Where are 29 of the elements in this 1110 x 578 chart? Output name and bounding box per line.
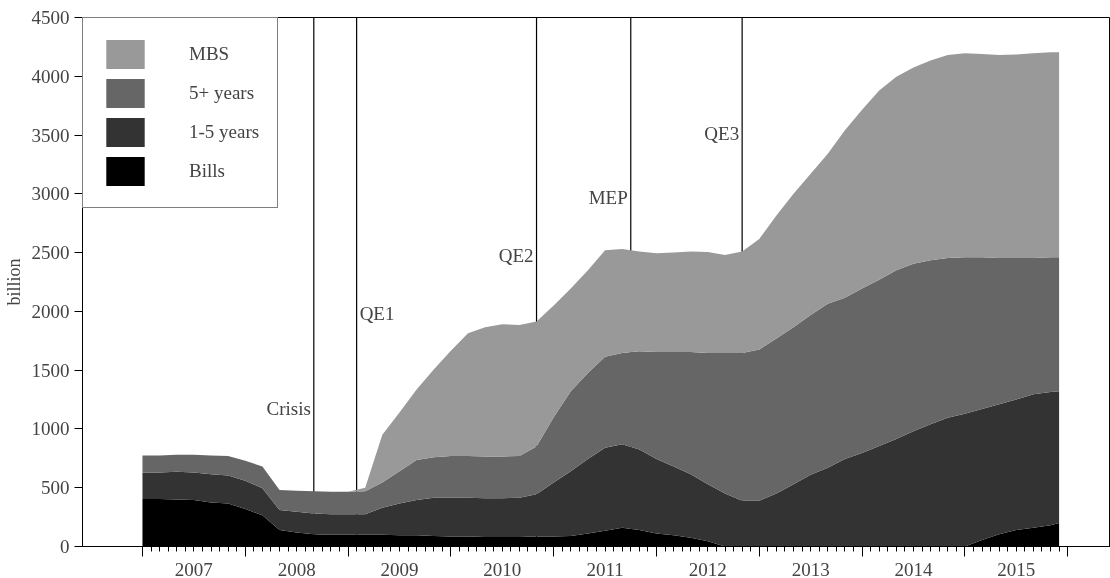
x-tick-label: 2009 (380, 558, 419, 578)
x-tick-label: 2011 (586, 558, 624, 578)
y-tick-label: 3000 (31, 183, 70, 205)
legend-label: MBS (189, 43, 230, 65)
y-tick-label: 2500 (31, 242, 70, 264)
x-tick-label: 2014 (894, 558, 933, 578)
y-tick-label: 1500 (31, 359, 70, 381)
legend-label: 5+ years (189, 82, 255, 104)
x-tick-label: 2008 (277, 558, 316, 578)
y-axis-title: billion (3, 258, 24, 306)
y-tick-label: 1000 (31, 418, 70, 440)
x-tick-label: 2010 (483, 558, 522, 578)
x-tick-label: 2013 (791, 558, 830, 578)
x-tick-label: 2007 (174, 558, 213, 578)
y-tick-label: 0 (60, 536, 70, 557)
legend-label: Bills (189, 160, 225, 182)
y-tick-label: 500 (41, 477, 70, 499)
ref-line-label: QE2 (498, 245, 534, 267)
x-tick-label: 2012 (688, 558, 727, 578)
y-tick-label: 4500 (31, 7, 70, 28)
y-tick-label: 4000 (31, 65, 70, 87)
ref-line-label: MEP (588, 186, 628, 208)
ref-line-label: QE3 (704, 123, 740, 145)
ref-line-label: QE1 (359, 303, 395, 325)
legend-label: 1-5 years (189, 121, 260, 143)
x-tick-label: 2015 (997, 558, 1036, 578)
ref-line-label: Crisis (266, 398, 311, 420)
y-tick-label: 3500 (31, 124, 70, 146)
y-tick-label: 2000 (31, 300, 70, 322)
